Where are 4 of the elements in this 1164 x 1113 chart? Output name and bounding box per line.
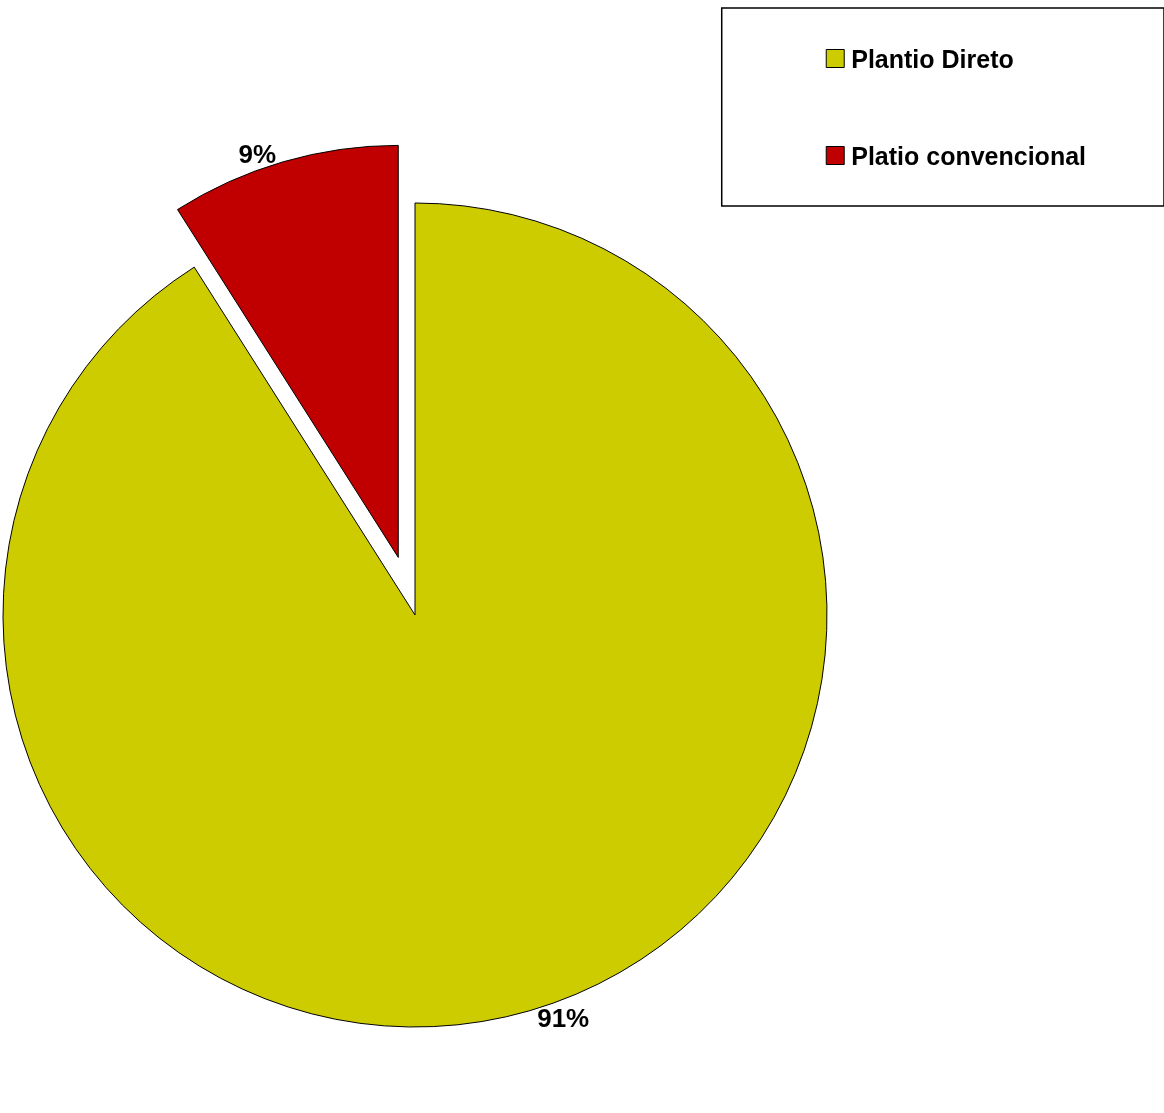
data-label: 91%	[537, 1003, 590, 1034]
legend-label: Platio convencional	[851, 141, 1086, 170]
legend-label: Plantio Direto	[851, 44, 1014, 73]
data-label: 9%	[238, 139, 277, 170]
